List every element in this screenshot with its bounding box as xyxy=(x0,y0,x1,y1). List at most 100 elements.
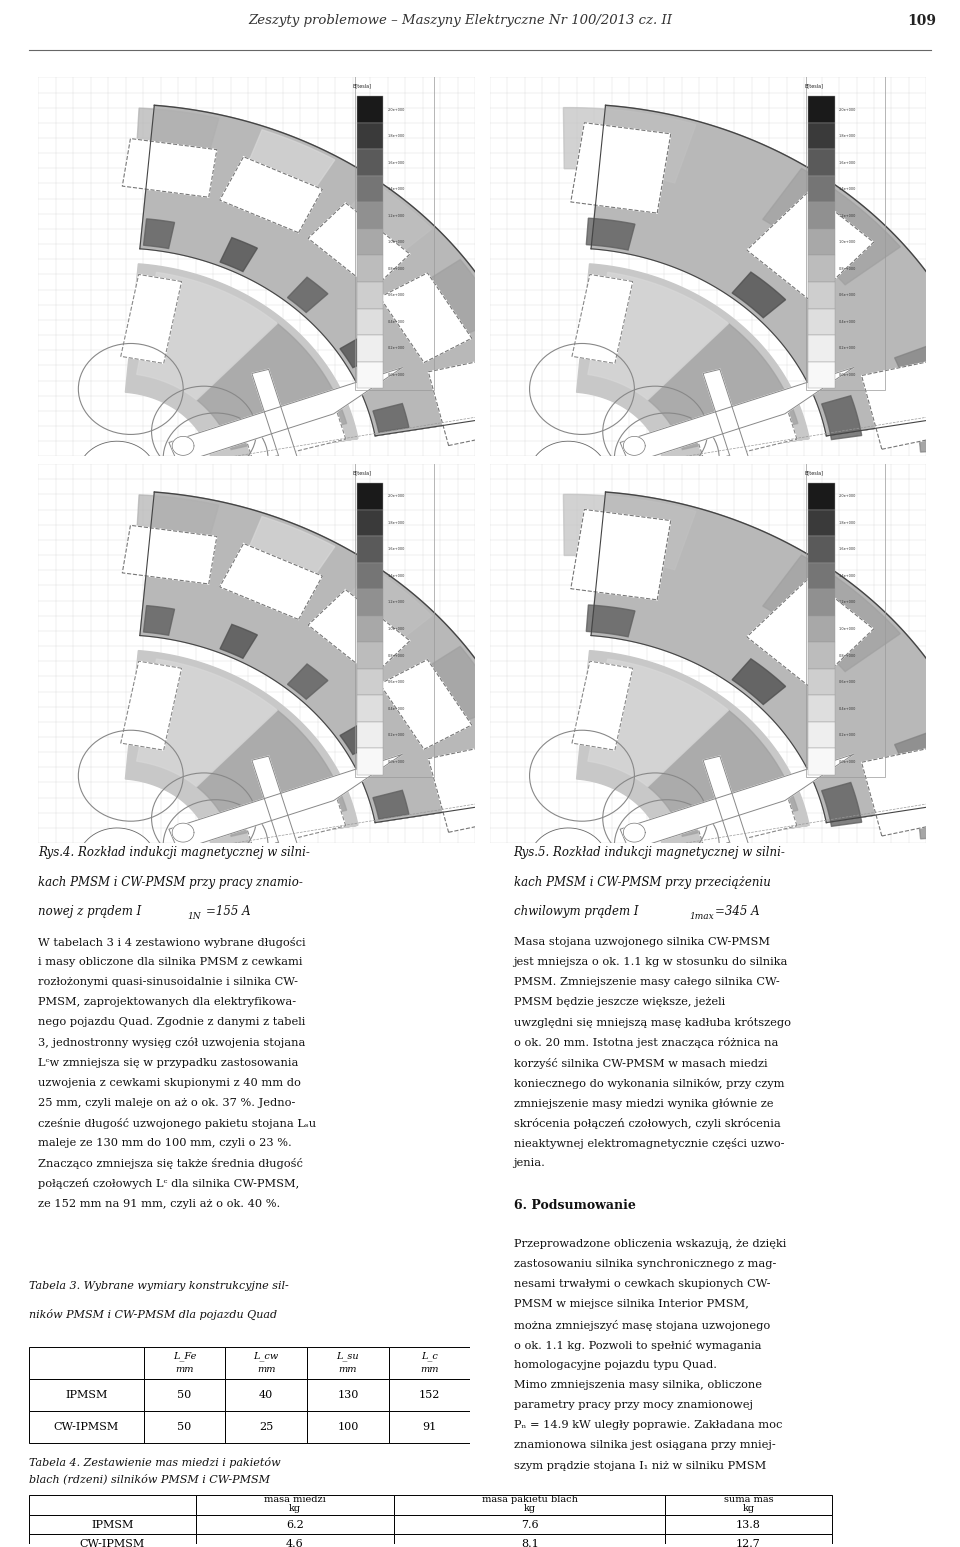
Polygon shape xyxy=(308,589,410,676)
Text: i masy obliczone dla silnika PMSM z cewkami: i masy obliczone dla silnika PMSM z cewk… xyxy=(38,956,303,967)
Polygon shape xyxy=(242,789,346,848)
Text: 1.2e+000: 1.2e+000 xyxy=(388,213,405,218)
Bar xyxy=(808,749,834,775)
Bar xyxy=(357,308,383,336)
Text: 1.0e+000: 1.0e+000 xyxy=(388,240,405,244)
Text: 1.0e+000: 1.0e+000 xyxy=(839,627,856,631)
Bar xyxy=(357,537,383,563)
Bar xyxy=(395,1496,665,1515)
Text: L_cw: L_cw xyxy=(253,1352,278,1361)
Text: 25: 25 xyxy=(259,1422,274,1433)
Text: rozłożonymi quasi-sinusoidalnie i silnika CW-: rozłożonymi quasi-sinusoidalnie i silnik… xyxy=(38,976,299,987)
Polygon shape xyxy=(587,605,635,637)
Text: 0.2e+000: 0.2e+000 xyxy=(388,347,405,350)
Text: 0.2e+000: 0.2e+000 xyxy=(388,733,405,736)
Text: 1.8e+000: 1.8e+000 xyxy=(839,135,856,138)
Text: 1.4e+000: 1.4e+000 xyxy=(388,187,405,192)
Bar xyxy=(355,458,434,777)
Polygon shape xyxy=(140,492,539,823)
Polygon shape xyxy=(648,323,798,450)
Bar xyxy=(808,255,834,282)
Text: zastosowaniu silnika synchronicznego z mag-: zastosowaniu silnika synchronicznego z m… xyxy=(514,1259,776,1269)
Text: 0.2e+000: 0.2e+000 xyxy=(839,347,856,350)
Text: 0.4e+000: 0.4e+000 xyxy=(388,320,405,323)
Text: koniecznego do wykonania silników, przy czym: koniecznego do wykonania silników, przy … xyxy=(514,1078,784,1089)
Polygon shape xyxy=(591,492,960,823)
Polygon shape xyxy=(78,828,156,896)
Text: o ok. 1.1 kg. Pozwoli to spełnić wymagania: o ok. 1.1 kg. Pozwoli to spełnić wymagan… xyxy=(514,1340,761,1351)
Bar xyxy=(357,203,383,229)
Bar xyxy=(357,563,383,589)
Text: Lᶜw zmniejsza się w przypadku zastosowania: Lᶜw zmniejsza się w przypadku zastosowan… xyxy=(38,1058,299,1067)
Text: o ok. 20 mm. Istotna jest znacząca różnica na: o ok. 20 mm. Istotna jest znacząca różni… xyxy=(514,1038,778,1049)
Polygon shape xyxy=(703,756,761,888)
Polygon shape xyxy=(135,108,219,178)
Text: nieaktywnej elektromagnetycznie części uzwo-: nieaktywnej elektromagnetycznie części u… xyxy=(514,1139,784,1149)
Bar xyxy=(808,616,834,642)
Text: suma mas: suma mas xyxy=(724,1494,773,1504)
Text: 3, jednostronny wysięg czół uzwojenia stojana: 3, jednostronny wysięg czół uzwojenia st… xyxy=(38,1038,306,1049)
Bar xyxy=(389,1378,470,1411)
Bar xyxy=(808,122,834,150)
Text: B[tesla]: B[tesla] xyxy=(804,470,823,475)
Text: Pₙ = 14.9 kW uległy poprawie. Zakładana moc: Pₙ = 14.9 kW uległy poprawie. Zakładana … xyxy=(514,1420,782,1431)
Text: 2.0e+000: 2.0e+000 xyxy=(388,108,405,111)
Text: 12.7: 12.7 xyxy=(736,1539,761,1547)
Text: korzyść silnika CW-PMSM w masach miedzi: korzyść silnika CW-PMSM w masach miedzi xyxy=(514,1058,767,1069)
Polygon shape xyxy=(623,436,645,455)
Bar xyxy=(357,229,383,255)
Polygon shape xyxy=(620,368,853,464)
Text: 0.8e+000: 0.8e+000 xyxy=(839,266,856,271)
Bar xyxy=(29,1496,196,1515)
Text: 50: 50 xyxy=(178,1422,192,1433)
Polygon shape xyxy=(172,436,194,455)
Polygon shape xyxy=(252,756,310,888)
Text: blach (rdzeni) silników PMSM i CW-PMSM: blach (rdzeni) silników PMSM i CW-PMSM xyxy=(29,1473,270,1484)
Text: 100: 100 xyxy=(337,1422,358,1433)
Text: 109: 109 xyxy=(907,14,936,28)
Text: 91: 91 xyxy=(422,1422,437,1433)
Text: 0.8e+000: 0.8e+000 xyxy=(839,653,856,657)
Text: Przeprowadzone obliczenia wskazują, że dzięki: Przeprowadzone obliczenia wskazują, że d… xyxy=(514,1239,786,1248)
Polygon shape xyxy=(78,441,156,509)
Text: 0.6e+000: 0.6e+000 xyxy=(839,294,856,297)
Bar xyxy=(808,589,834,616)
Polygon shape xyxy=(822,396,862,439)
Polygon shape xyxy=(403,260,501,345)
Text: Tabela 3. Wybrane wymiary konstrukcyjne sil-: Tabela 3. Wybrane wymiary konstrukcyjne … xyxy=(29,1281,289,1292)
Text: 0.4e+000: 0.4e+000 xyxy=(388,707,405,710)
Bar xyxy=(808,668,834,695)
Polygon shape xyxy=(763,169,900,285)
Text: 1.8e+000: 1.8e+000 xyxy=(839,521,856,524)
Text: znamionowa silnika jest osiągana przy mniej-: znamionowa silnika jest osiągana przy mn… xyxy=(514,1440,776,1451)
Bar xyxy=(357,642,383,668)
Polygon shape xyxy=(242,402,346,461)
Bar xyxy=(389,1411,470,1443)
Bar xyxy=(806,458,885,777)
Text: 0.6e+000: 0.6e+000 xyxy=(839,681,856,684)
Text: 130: 130 xyxy=(337,1389,358,1400)
Polygon shape xyxy=(197,710,347,837)
Bar xyxy=(357,616,383,642)
Text: 1N: 1N xyxy=(187,911,201,920)
Bar xyxy=(395,1535,665,1547)
Text: Rys.4. Rozkład indukcji magnetycznej w silni-: Rys.4. Rozkład indukcji magnetycznej w s… xyxy=(38,846,310,859)
Text: połączeń czołowych Lᶜ dla silnika CW-PMSM,: połączeń czołowych Lᶜ dla silnika CW-PMS… xyxy=(38,1179,300,1190)
Text: ników PMSM i CW-PMSM dla pojazdu Quad: ników PMSM i CW-PMSM dla pojazdu Quad xyxy=(29,1309,276,1320)
Bar xyxy=(808,563,834,589)
Polygon shape xyxy=(238,517,335,599)
Text: =345 A: =345 A xyxy=(715,905,759,919)
Text: mm: mm xyxy=(420,1366,439,1374)
Text: Tabela 4. Zestawienie mas miedzi i pakietów: Tabela 4. Zestawienie mas miedzi i pakie… xyxy=(29,1457,280,1468)
Polygon shape xyxy=(144,605,175,636)
Text: 0.0e+000: 0.0e+000 xyxy=(388,373,405,377)
Polygon shape xyxy=(220,543,323,619)
Polygon shape xyxy=(895,334,960,452)
Text: Zeszyty problemowe – Maszyny Elektryczne Nr 100/2013 cz. II: Zeszyty problemowe – Maszyny Elektryczne… xyxy=(249,14,673,28)
Bar xyxy=(29,1378,144,1411)
Bar xyxy=(307,1347,389,1378)
Text: kg: kg xyxy=(289,1504,301,1513)
Text: 1.6e+000: 1.6e+000 xyxy=(839,161,856,164)
Bar xyxy=(808,282,834,308)
Text: 1.4e+000: 1.4e+000 xyxy=(388,574,405,579)
